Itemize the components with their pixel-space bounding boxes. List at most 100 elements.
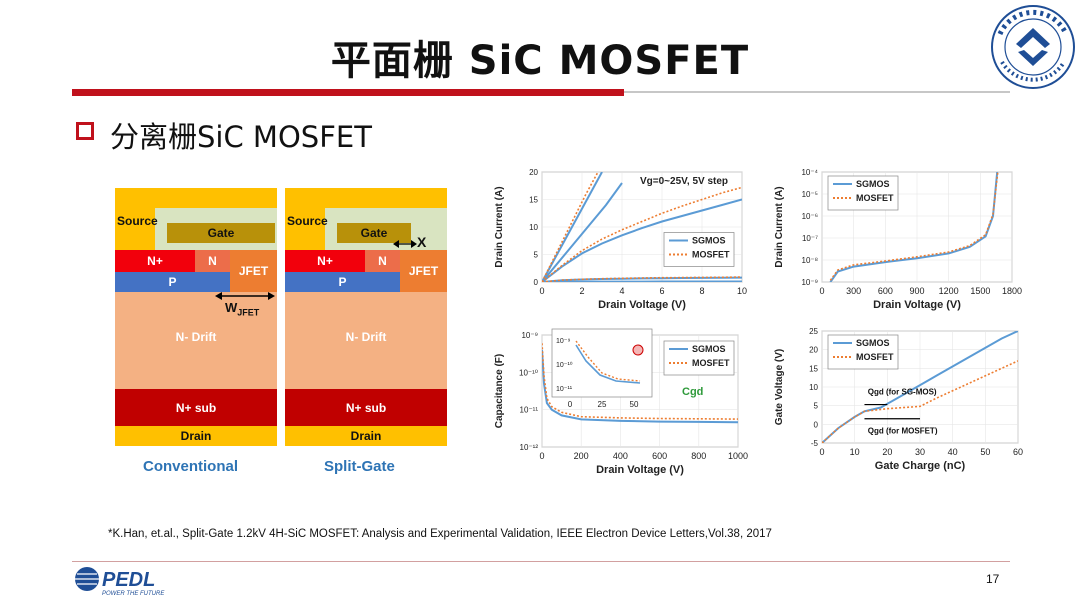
series-line-sgmos: [829, 172, 999, 282]
footer-divider: [72, 561, 1010, 562]
y-tick-label: 5: [534, 251, 539, 260]
x-tick-label: 40: [948, 447, 958, 457]
qgd-mosfet-label: Qgd (for MOSFET): [868, 427, 938, 436]
drift-region: N- Drift: [115, 292, 277, 389]
legend-label-sgmos: SGMOS: [856, 338, 890, 348]
inset-y-tick: 10⁻¹¹: [556, 386, 573, 393]
drain-region: Drain: [115, 426, 277, 446]
y-tick-label: 5: [814, 402, 819, 411]
x-tick-label: 900: [909, 286, 924, 296]
x-tick-label: 400: [613, 451, 628, 461]
y-tick-label: 10⁻⁴: [801, 168, 818, 177]
y-tick-label: 10⁻⁹: [801, 278, 818, 287]
y-tick-label: 15: [809, 364, 818, 373]
x-tick-label: 1200: [939, 286, 959, 296]
y-tick-label: 10⁻¹¹: [520, 406, 539, 415]
series-line-sgmos: [542, 172, 603, 282]
svg-text:PEDL: PEDL: [102, 569, 155, 591]
y-axis-label: Capacitance (F): [494, 354, 505, 428]
cursor-marker-icon: [632, 344, 644, 356]
x-axis-label: Drain Voltage (V): [598, 299, 686, 311]
drain-region: Drain: [285, 426, 447, 446]
y-tick-label: 10: [809, 383, 818, 392]
n-region: N: [195, 250, 230, 272]
cross-section-conventional: Source Gate N+ N JFET P N- Drift N+ sub …: [115, 188, 277, 446]
y-tick-label: 10⁻⁷: [802, 234, 818, 243]
x-dimension-arrow: [393, 240, 417, 248]
x-tick-label: 1500: [970, 286, 990, 296]
series-line-mosfet: [542, 186, 742, 282]
jfet-region: JFET: [400, 250, 447, 292]
x-tick-label: 0: [819, 286, 824, 296]
legend-label-mosfet: MOSFET: [692, 250, 730, 260]
y-tick-label: 15: [529, 196, 538, 205]
legend-label-mosfet: MOSFET: [856, 352, 894, 362]
y-tick-label: 10⁻¹⁰: [519, 368, 538, 377]
x-tick-label: 0: [539, 286, 544, 296]
gate-electrode: Gate: [167, 223, 275, 243]
x-axis-label: Drain Voltage (V): [873, 299, 961, 311]
y-tick-label: 20: [529, 168, 538, 177]
drift-region: N- Drift: [285, 292, 447, 389]
y-tick-label: 10⁻⁸: [802, 256, 819, 265]
x-tick-label: 0: [539, 451, 544, 461]
y-tick-label: -5: [811, 439, 819, 448]
x-tick-label: 60: [1013, 447, 1023, 457]
series-line-mosfet: [542, 276, 742, 282]
slide-subtitle: 分离栅SiC MOSFET: [110, 120, 372, 154]
y-tick-label: 0: [534, 278, 539, 287]
x-tick-label: 600: [652, 451, 667, 461]
gate-electrode: Gate: [337, 223, 411, 243]
y-tick-label: 0: [814, 420, 819, 429]
series-line-sgmos: [542, 280, 742, 282]
y-tick-label: 10⁻⁶: [802, 212, 818, 221]
title-underline-gray: [624, 91, 1010, 93]
y-axis-label: Drain Current (A): [494, 186, 505, 267]
page-number: 17: [986, 572, 1000, 586]
x-tick-label: 1800: [1002, 286, 1022, 296]
inset-box: [551, 328, 653, 398]
x-tick-label: 200: [574, 451, 589, 461]
inset-series-sgmos: [575, 344, 641, 384]
x-tick-label: 4: [619, 286, 624, 296]
inset-y-tick: 10⁻⁹: [556, 338, 570, 345]
series-line-mosfet: [542, 343, 738, 420]
chart-leakage: 0 300 600 900 1200 1500 1800 10⁻⁹ 10⁻⁸ 10⁻⁷ 10⁻⁶ 10…: [770, 162, 1030, 326]
x-tick-label: 10: [850, 447, 860, 457]
x-tick-label: 300: [846, 286, 861, 296]
caption-split-gate: Split-Gate: [324, 458, 395, 475]
x-tick-label: 800: [691, 451, 706, 461]
y-axis-label: Gate Voltage (V): [774, 349, 785, 426]
wjfet-dimension-arrow: [215, 292, 275, 300]
y-tick-label: 10⁻¹²: [520, 443, 539, 452]
legend-label-sgmos: SGMOS: [692, 236, 726, 246]
series-line-mosfet: [542, 172, 599, 282]
source-label: Source: [117, 214, 158, 228]
cross-section-split-gate: Source Gate N+ N JFET P N- Drift N+ sub …: [285, 188, 447, 446]
vg-annotation: Vg=0~25V, 5V step: [640, 176, 728, 187]
series-line-sgmos: [542, 182, 623, 282]
title-underline-red: [72, 89, 624, 96]
y-tick-label: 10: [529, 223, 538, 232]
inset-x-tick: 25: [598, 400, 607, 409]
bullet-square-icon: [76, 122, 94, 140]
x-tick-label: 6: [659, 286, 664, 296]
n-region: N: [365, 250, 400, 272]
inset-series-mosfet: [575, 340, 641, 382]
legend-label-sgmos: SGMOS: [692, 344, 726, 354]
reference-citation: *K.Han, et.al., Split-Gate 1.2kV 4H-SiC …: [108, 528, 772, 540]
svg-text:POWER THE FUTURE: POWER THE FUTURE: [102, 591, 165, 597]
y-tick-label: 25: [809, 327, 818, 336]
substrate-region: N+ sub: [285, 389, 447, 426]
legend-label-mosfet: MOSFET: [692, 358, 730, 368]
x-tick-label: 10: [737, 286, 747, 296]
x-tick-label: 50: [980, 447, 990, 457]
y-tick-label: 10⁻⁵: [802, 190, 818, 199]
x-tick-label: 600: [878, 286, 893, 296]
caption-conventional: Conventional: [143, 458, 239, 475]
cgd-annotation: Cgd: [682, 386, 703, 398]
qgd-sgmos-label: Qgd (for SG-MOS): [868, 387, 937, 396]
x-tick-label: 2: [579, 286, 584, 296]
legend-label-sgmos: SGMOS: [856, 179, 890, 189]
legend-box: [663, 340, 735, 376]
